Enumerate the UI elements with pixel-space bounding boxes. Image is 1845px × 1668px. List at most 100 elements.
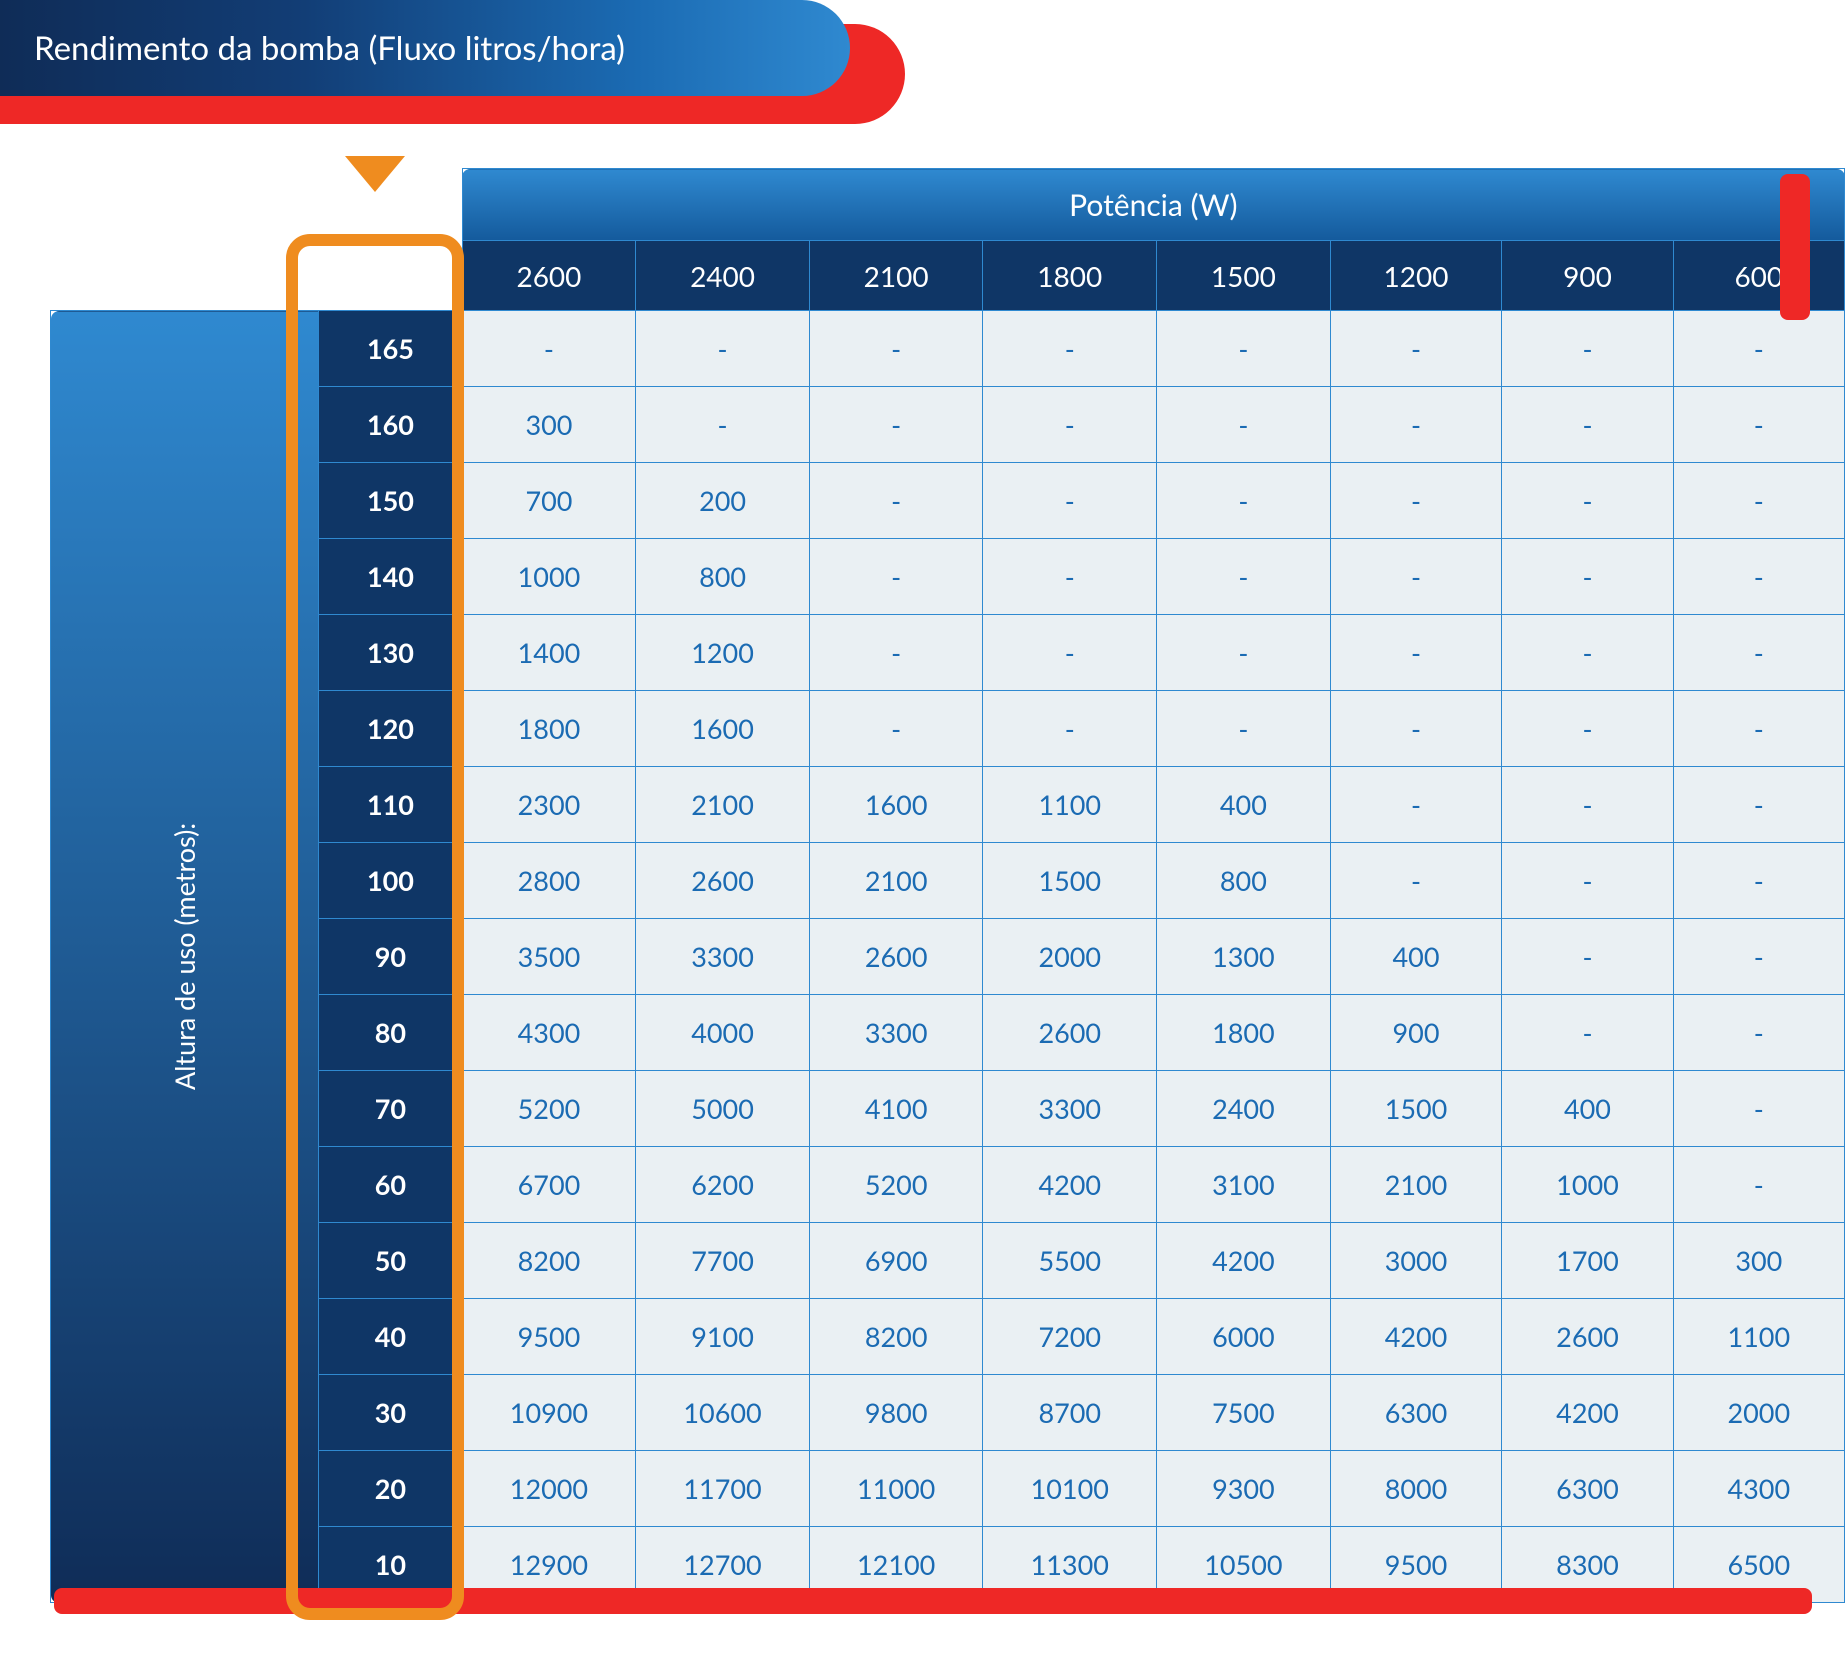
cell-20-2400: 11700 [636,1451,810,1527]
cell-120-2600: 1800 [462,691,636,767]
title-text: Rendimento da bomba (Fluxo litros/hora) [34,28,625,68]
cell-165-2400: - [636,311,810,387]
cell-130-2400: 1200 [636,615,810,691]
cell-100-900: - [1502,843,1673,919]
cell-70-1800: 3300 [983,1071,1157,1147]
cell-70-600: - [1673,1071,1844,1147]
cell-60-2100: 5200 [809,1147,983,1223]
cell-100-600: - [1673,843,1844,919]
cell-90-2400: 3300 [636,919,810,995]
cell-110-1500: 400 [1157,767,1331,843]
power-col-2600: 2600 [462,241,636,311]
cell-165-1500: - [1157,311,1331,387]
cell-50-2100: 6900 [809,1223,983,1299]
cell-160-600: - [1673,387,1844,463]
cell-110-900: - [1502,767,1673,843]
power-col-1500: 1500 [1157,241,1331,311]
cell-110-1800: 1100 [983,767,1157,843]
cell-20-1800: 10100 [983,1451,1157,1527]
red-accent-bottom [54,1588,1812,1614]
cell-100-2600: 2800 [462,843,636,919]
canvas: Rendimento da bomba (Fluxo litros/hora) … [0,0,1845,1668]
cell-40-1800: 7200 [983,1299,1157,1375]
cell-120-900: - [1502,691,1673,767]
power-col-1800: 1800 [983,241,1157,311]
cell-60-2600: 6700 [462,1147,636,1223]
cell-100-1800: 1500 [983,843,1157,919]
cell-120-1500: - [1157,691,1331,767]
pump-table: Potência (W)2600240021001800150012009006… [50,168,1845,1603]
cell-60-900: 1000 [1502,1147,1673,1223]
height-row-70: 70 [319,1071,462,1147]
cell-40-600: 1100 [1673,1299,1844,1375]
cell-130-600: - [1673,615,1844,691]
cell-80-900: - [1502,995,1673,1071]
height-row-120: 120 [319,691,462,767]
height-row-160: 160 [319,387,462,463]
cell-110-2400: 2100 [636,767,810,843]
height-row-165: 165 [319,311,462,387]
cell-60-2400: 6200 [636,1147,810,1223]
cell-80-2600: 4300 [462,995,636,1071]
cell-140-900: - [1502,539,1673,615]
cell-80-1800: 2600 [983,995,1157,1071]
cell-90-1200: 400 [1330,919,1502,995]
cell-110-2100: 1600 [809,767,983,843]
cell-60-1800: 4200 [983,1147,1157,1223]
height-row-20: 20 [319,1451,462,1527]
cell-90-2100: 2600 [809,919,983,995]
cell-150-1200: - [1330,463,1502,539]
cell-70-900: 400 [1502,1071,1673,1147]
cell-165-2100: - [809,311,983,387]
cell-30-2600: 10900 [462,1375,636,1451]
cell-150-2400: 200 [636,463,810,539]
cell-140-2100: - [809,539,983,615]
cell-130-2600: 1400 [462,615,636,691]
cell-140-1800: - [983,539,1157,615]
cell-140-1200: - [1330,539,1502,615]
red-accent-top [1780,174,1810,320]
cell-90-600: - [1673,919,1844,995]
cell-100-2400: 2600 [636,843,810,919]
cell-40-1200: 4200 [1330,1299,1502,1375]
cell-60-1200: 2100 [1330,1147,1502,1223]
height-row-30: 30 [319,1375,462,1451]
cell-140-2400: 800 [636,539,810,615]
cell-90-1800: 2000 [983,919,1157,995]
cell-30-1200: 6300 [1330,1375,1502,1451]
height-row-90: 90 [319,919,462,995]
height-row-150: 150 [319,463,462,539]
height-row-60: 60 [319,1147,462,1223]
cell-20-900: 6300 [1502,1451,1673,1527]
cell-90-1500: 1300 [1157,919,1331,995]
cell-50-2400: 7700 [636,1223,810,1299]
cell-80-1500: 1800 [1157,995,1331,1071]
cell-30-2400: 10600 [636,1375,810,1451]
cell-40-900: 2600 [1502,1299,1673,1375]
cell-130-1800: - [983,615,1157,691]
cell-20-600: 4300 [1673,1451,1844,1527]
cell-100-1500: 800 [1157,843,1331,919]
cell-80-2400: 4000 [636,995,810,1071]
power-col-2400: 2400 [636,241,810,311]
power-col-600: 600 [1673,241,1844,311]
cell-165-1800: - [983,311,1157,387]
power-col-1200: 1200 [1330,241,1502,311]
cell-160-2600: 300 [462,387,636,463]
height-row-110: 110 [319,767,462,843]
cell-60-1500: 3100 [1157,1147,1331,1223]
title-bar: Rendimento da bomba (Fluxo litros/hora) [0,0,850,96]
cell-150-1500: - [1157,463,1331,539]
cell-130-1500: - [1157,615,1331,691]
cell-40-2600: 9500 [462,1299,636,1375]
cell-165-2600: - [462,311,636,387]
columns-header: Potência (W) [462,169,1844,241]
cell-130-2100: - [809,615,983,691]
cell-50-1500: 4200 [1157,1223,1331,1299]
cell-120-1800: - [983,691,1157,767]
cell-50-2600: 8200 [462,1223,636,1299]
cell-140-1500: - [1157,539,1331,615]
cell-20-1200: 8000 [1330,1451,1502,1527]
cell-110-2600: 2300 [462,767,636,843]
cell-90-2600: 3500 [462,919,636,995]
